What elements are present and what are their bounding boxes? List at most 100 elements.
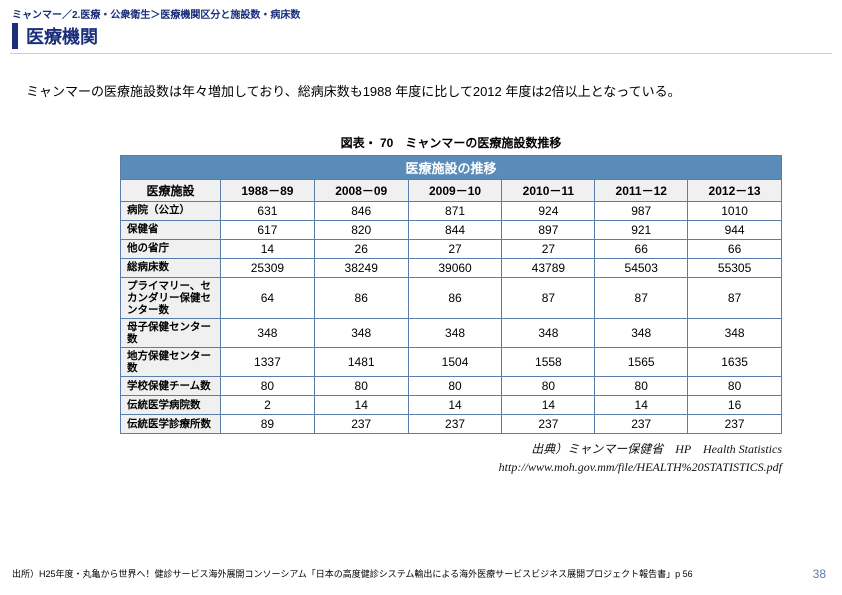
table-cell: 348 <box>314 318 408 347</box>
table-cell: 86 <box>314 277 408 318</box>
table-cell: 897 <box>502 220 595 239</box>
table-cell: 1010 <box>688 201 782 220</box>
table-cell: 820 <box>314 220 408 239</box>
table-row: 他の省庁142627276666 <box>121 239 782 258</box>
row-label: プライマリー、セカンダリー保健センター数 <box>121 277 221 318</box>
table-cell: 846 <box>314 201 408 220</box>
row-label: 伝統医学病院数 <box>121 395 221 414</box>
table-cell: 86 <box>408 277 502 318</box>
page-number: 38 <box>813 567 830 581</box>
footer-source-text: 出所）H25年度・丸亀から世界へ！健診サービス海外展開コンソーシアム「日本の高度… <box>12 568 693 581</box>
table-row: 伝統医学病院数21414141416 <box>121 395 782 414</box>
table-cell: 66 <box>688 239 782 258</box>
table-row: 伝統医学診療所数89237237237237237 <box>121 414 782 433</box>
table-cell: 27 <box>502 239 595 258</box>
table-source-note: 出典）ミャンマー保健省 HP Health Statistics http://… <box>0 434 842 476</box>
table-cell: 14 <box>314 395 408 414</box>
page-title: 医療機関 <box>26 23 98 49</box>
table-cell: 64 <box>221 277 315 318</box>
source-url: http://www.moh.gov.mm/file/HEALTH%20STAT… <box>0 458 782 476</box>
table-cell: 25309 <box>221 258 315 277</box>
table-row: 学校保健チーム数808080808080 <box>121 376 782 395</box>
table-cell: 987 <box>595 201 688 220</box>
table-cell: 55305 <box>688 258 782 277</box>
table-caption: 図表・ 70 ミャンマーの医療施設数推移 <box>120 134 782 151</box>
title-accent-bar <box>12 23 18 49</box>
table-cell: 87 <box>688 277 782 318</box>
row-label: 総病床数 <box>121 258 221 277</box>
table-cell: 89 <box>221 414 315 433</box>
table-cell: 39060 <box>408 258 502 277</box>
table-cell: 43789 <box>502 258 595 277</box>
table-col-label: 医療施設 <box>121 179 221 201</box>
table-cell: 80 <box>502 376 595 395</box>
table-cell: 348 <box>408 318 502 347</box>
table-cell: 2 <box>221 395 315 414</box>
page-footer: 出所）H25年度・丸亀から世界へ！健診サービス海外展開コンソーシアム「日本の高度… <box>12 567 830 581</box>
table-cell: 924 <box>502 201 595 220</box>
description-text: ミャンマーの医療施設数は年々増加しており、総病床数も1988 年度に比して201… <box>0 54 842 102</box>
table-col-year: 2010－11 <box>502 179 595 201</box>
table-cell: 237 <box>502 414 595 433</box>
table-cell: 237 <box>408 414 502 433</box>
table-cell: 38249 <box>314 258 408 277</box>
row-label: 母子保健センター数 <box>121 318 221 347</box>
table-cell: 26 <box>314 239 408 258</box>
table-col-year: 2008－09 <box>314 179 408 201</box>
facilities-table: 医療施設の推移 医療施設1988－892008－092009－102010－11… <box>120 155 782 434</box>
table-header-bar: 医療施設の推移 <box>121 155 782 179</box>
table-cell: 237 <box>314 414 408 433</box>
table-cell: 27 <box>408 239 502 258</box>
table-cell: 14 <box>595 395 688 414</box>
table-cell: 80 <box>688 376 782 395</box>
table-row: 地方保健センター数133714811504155815651635 <box>121 347 782 376</box>
table-cell: 348 <box>688 318 782 347</box>
table-cell: 871 <box>408 201 502 220</box>
row-label: 病院（公立） <box>121 201 221 220</box>
table-cell: 80 <box>221 376 315 395</box>
table-cell: 14 <box>408 395 502 414</box>
table-column-header-row: 医療施設1988－892008－092009－102010－112011－122… <box>121 179 782 201</box>
table-cell: 617 <box>221 220 315 239</box>
table-cell: 1558 <box>502 347 595 376</box>
table-cell: 921 <box>595 220 688 239</box>
table-cell: 1565 <box>595 347 688 376</box>
table-cell: 1504 <box>408 347 502 376</box>
table-cell: 631 <box>221 201 315 220</box>
table-body: 病院（公立）6318468719249871010保健省617820844897… <box>121 201 782 433</box>
table-cell: 80 <box>595 376 688 395</box>
table-col-year: 2011－12 <box>595 179 688 201</box>
row-label: 学校保健チーム数 <box>121 376 221 395</box>
table-row: プライマリー、セカンダリー保健センター数648686878787 <box>121 277 782 318</box>
table-cell: 348 <box>595 318 688 347</box>
table-cell: 80 <box>314 376 408 395</box>
table-cell: 348 <box>221 318 315 347</box>
table-cell: 1337 <box>221 347 315 376</box>
table-cell: 66 <box>595 239 688 258</box>
table-cell: 14 <box>502 395 595 414</box>
table-col-year: 2009－10 <box>408 179 502 201</box>
table-cell: 1635 <box>688 347 782 376</box>
table-cell: 237 <box>688 414 782 433</box>
table-cell: 944 <box>688 220 782 239</box>
table-container: 図表・ 70 ミャンマーの医療施設数推移 医療施設の推移 医療施設1988－89… <box>0 102 842 434</box>
table-cell: 80 <box>408 376 502 395</box>
table-row: 保健省617820844897921944 <box>121 220 782 239</box>
table-cell: 87 <box>595 277 688 318</box>
title-block: 医療機関 <box>0 23 842 53</box>
table-col-year: 2012－13 <box>688 179 782 201</box>
table-cell: 237 <box>595 414 688 433</box>
table-row: 母子保健センター数348348348348348348 <box>121 318 782 347</box>
row-label: 地方保健センター数 <box>121 347 221 376</box>
table-cell: 348 <box>502 318 595 347</box>
table-col-year: 1988－89 <box>221 179 315 201</box>
table-cell: 16 <box>688 395 782 414</box>
table-cell: 87 <box>502 277 595 318</box>
row-label: 保健省 <box>121 220 221 239</box>
source-line-1: 出典）ミャンマー保健省 HP Health Statistics <box>0 440 782 458</box>
table-cell: 14 <box>221 239 315 258</box>
row-label: 他の省庁 <box>121 239 221 258</box>
breadcrumb: ミャンマー／2.医療・公衆衛生＞医療機関区分と施設数・病床数 <box>0 0 842 23</box>
table-cell: 844 <box>408 220 502 239</box>
table-row: 病院（公立）6318468719249871010 <box>121 201 782 220</box>
